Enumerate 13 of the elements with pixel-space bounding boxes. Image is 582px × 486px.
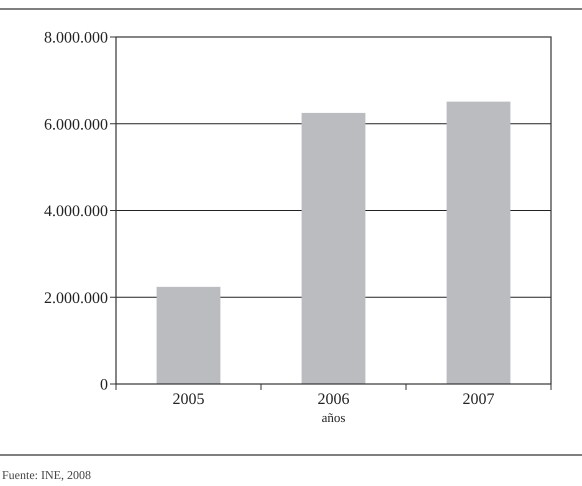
y-tick-label: 4.000.000	[44, 203, 108, 220]
bar	[156, 286, 220, 384]
y-tick-label: 8.000.000	[44, 30, 108, 47]
y-tick-label: 6.000.000	[44, 116, 108, 134]
x-tick-label: 2005	[172, 391, 204, 408]
y-tick-label: 0	[100, 376, 108, 394]
source-note: Fuente: INE, 2008	[2, 468, 91, 482]
x-axis-title: años	[322, 410, 346, 425]
bar	[446, 102, 510, 384]
y-tick-label: 2.000.000	[44, 290, 108, 307]
x-tick-label: 2006	[318, 391, 350, 408]
x-tick-label: 2007	[462, 391, 494, 408]
bar	[302, 112, 366, 384]
